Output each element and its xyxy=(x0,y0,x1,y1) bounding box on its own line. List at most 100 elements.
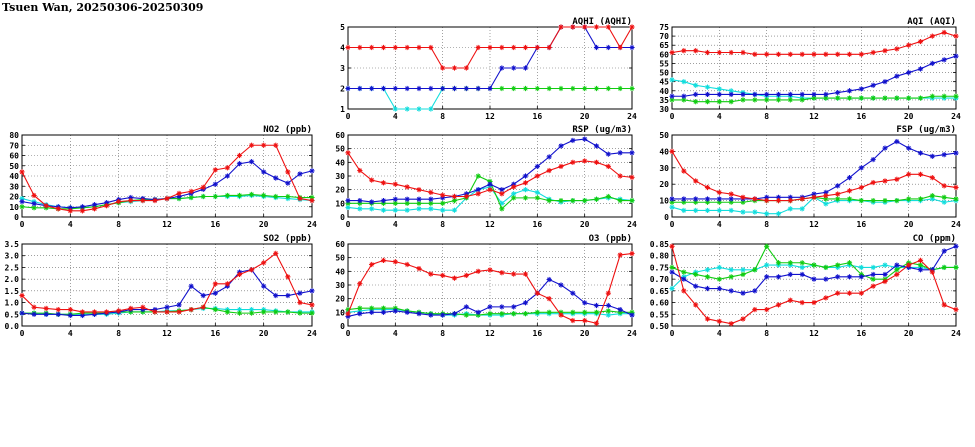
chart-title: SO2 (ppb) xyxy=(263,234,312,244)
data-point-green xyxy=(740,97,746,103)
data-point-blue xyxy=(629,312,635,318)
data-point-red xyxy=(882,278,888,285)
data-point-red xyxy=(546,167,552,174)
data-point-blue xyxy=(19,310,25,316)
x-tick-label: 20 xyxy=(580,329,590,338)
data-point-green xyxy=(811,262,817,268)
x-tick-label: 0 xyxy=(670,220,675,229)
data-point-green xyxy=(593,309,600,315)
data-point-blue xyxy=(823,276,829,282)
data-point-blue xyxy=(669,196,675,202)
data-point-blue xyxy=(357,198,363,204)
data-point-red xyxy=(835,290,841,296)
data-point-red xyxy=(605,163,611,170)
data-point-red xyxy=(811,194,817,200)
data-point-red xyxy=(224,281,231,287)
data-point-green xyxy=(499,206,505,212)
data-point-green xyxy=(740,271,746,278)
data-point-blue xyxy=(380,85,387,92)
data-point-red xyxy=(392,181,398,187)
data-point-blue xyxy=(463,304,469,310)
data-point-blue xyxy=(764,91,770,98)
data-point-red xyxy=(380,180,387,186)
y-tick-label: 70 xyxy=(659,32,669,41)
data-point-blue xyxy=(297,171,303,177)
data-point-red xyxy=(669,49,675,56)
data-point-red xyxy=(752,196,758,202)
x-tick-label: 8 xyxy=(116,329,121,338)
data-point-red xyxy=(79,208,86,214)
data-point-green xyxy=(428,200,434,206)
data-point-blue xyxy=(906,69,912,76)
data-point-blue xyxy=(953,150,959,156)
data-point-blue xyxy=(416,311,422,317)
data-point-green xyxy=(582,198,588,204)
data-point-red xyxy=(629,174,635,180)
y-tick-label: 2 xyxy=(340,85,345,94)
data-point-blue xyxy=(811,276,817,282)
data-point-red xyxy=(224,165,231,171)
data-point-red xyxy=(917,171,924,177)
y-tick-label: 35 xyxy=(659,96,669,105)
data-point-red xyxy=(617,252,623,258)
data-point-green xyxy=(273,309,279,315)
data-point-red xyxy=(416,266,422,272)
data-point-red xyxy=(894,176,900,182)
data-point-blue xyxy=(558,143,564,149)
data-point-cyan xyxy=(440,207,446,213)
data-point-red xyxy=(629,250,635,257)
data-point-red xyxy=(740,316,746,322)
data-point-red xyxy=(176,190,182,197)
data-point-green xyxy=(846,196,853,202)
data-point-green xyxy=(593,196,600,202)
x-tick-label: 12 xyxy=(485,329,495,338)
y-tick-label: 40 xyxy=(9,172,19,181)
data-point-red xyxy=(906,171,912,177)
data-point-red xyxy=(357,167,363,174)
data-point-red xyxy=(846,290,853,296)
data-point-blue xyxy=(811,91,817,98)
data-point-green xyxy=(546,85,552,92)
data-point-cyan xyxy=(369,206,375,212)
data-point-cyan xyxy=(357,206,363,212)
data-point-blue xyxy=(499,187,505,193)
data-point-red xyxy=(669,148,675,154)
data-point-red xyxy=(475,44,481,51)
data-point-red xyxy=(285,274,291,280)
data-point-red xyxy=(357,281,363,287)
data-point-green xyxy=(894,267,900,273)
data-point-blue xyxy=(728,288,734,294)
data-point-blue xyxy=(894,138,900,145)
data-point-red xyxy=(941,302,947,308)
data-point-blue xyxy=(67,312,73,319)
x-tick-label: 0 xyxy=(670,329,675,338)
data-point-blue xyxy=(775,274,782,280)
data-point-red xyxy=(261,260,267,266)
data-point-blue xyxy=(704,196,711,202)
data-point-green xyxy=(693,99,699,105)
x-tick-label: 20 xyxy=(580,220,590,229)
data-point-green xyxy=(787,260,793,266)
data-point-green xyxy=(906,95,912,101)
data-point-green xyxy=(475,173,481,179)
data-point-cyan xyxy=(522,187,529,193)
data-point-green xyxy=(248,310,255,316)
data-point-red xyxy=(140,304,146,310)
data-point-blue xyxy=(953,53,959,59)
data-point-blue xyxy=(917,66,924,72)
data-point-green xyxy=(617,85,623,92)
data-point-blue xyxy=(404,309,410,315)
data-point-red xyxy=(285,169,291,175)
y-tick-label: 40 xyxy=(659,147,669,156)
data-point-red xyxy=(764,51,770,57)
data-point-green xyxy=(380,305,387,311)
data-point-blue xyxy=(273,175,279,181)
data-point-red xyxy=(704,49,711,56)
data-point-red xyxy=(236,271,243,278)
data-point-green xyxy=(212,307,218,313)
y-tick-label: 3.5 xyxy=(5,240,20,249)
data-point-green xyxy=(534,85,540,92)
data-point-blue xyxy=(428,196,434,202)
data-point-cyan xyxy=(752,209,758,215)
y-tick-label: 1.5 xyxy=(5,287,20,296)
